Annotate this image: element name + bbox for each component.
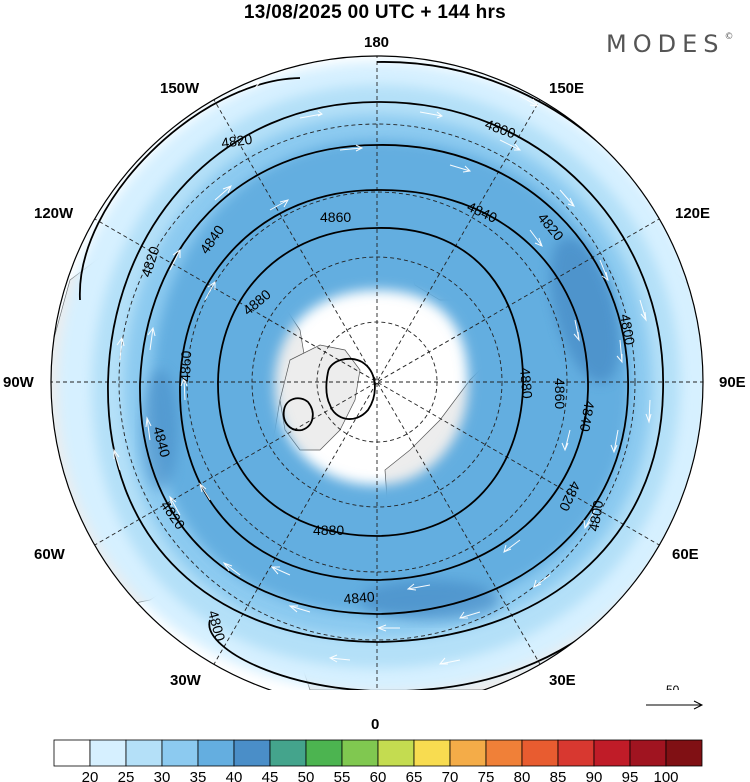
colorbar-box bbox=[629, 739, 667, 767]
polar-map: 4820 4800 4860 4840 4820 4840 4820 4880 … bbox=[50, 55, 704, 690]
lon-label-120w: 120W bbox=[34, 205, 74, 222]
colorbar-label: 95 bbox=[622, 769, 639, 782]
brand-mark: © bbox=[724, 32, 734, 42]
colorbar-box bbox=[161, 739, 199, 767]
colorbar-label: 65 bbox=[406, 769, 423, 782]
land-greenland bbox=[279, 344, 361, 451]
brand-name: MODES bbox=[606, 30, 725, 58]
contour-label: 4840 bbox=[150, 425, 174, 459]
lon-label-60w: 60W bbox=[34, 546, 65, 563]
lon-label-30w: 30W bbox=[170, 672, 201, 689]
colorbar-box bbox=[485, 739, 523, 767]
lon-label-120e: 120E bbox=[675, 205, 711, 222]
contour-label: 4880 bbox=[517, 367, 536, 400]
vector-reference-arrow bbox=[646, 700, 704, 710]
colorbar-label: 50 bbox=[298, 769, 315, 782]
colorbar-label: 80 bbox=[514, 769, 531, 782]
contour-4820 bbox=[107, 101, 664, 643]
colorbar-box bbox=[341, 739, 379, 767]
contour-low-2 bbox=[282, 397, 314, 432]
lon-label-180: 180 bbox=[364, 34, 390, 51]
vector-reference-value: 50 bbox=[666, 683, 680, 690]
lon-label-0: 0 bbox=[371, 716, 380, 733]
contour-4800-w bbox=[79, 77, 301, 301]
contour-label: 4800 bbox=[205, 609, 229, 643]
colorbar-box bbox=[521, 739, 559, 767]
colorbar-box bbox=[233, 739, 271, 767]
colorbar-label: 100 bbox=[653, 769, 678, 782]
colorbar-box bbox=[593, 739, 631, 767]
contour-label: 4840 bbox=[577, 399, 598, 433]
colorbar-box bbox=[89, 739, 127, 767]
lon-label-150w: 150W bbox=[160, 80, 200, 97]
colorbar-label: 75 bbox=[478, 769, 495, 782]
graticule bbox=[51, 56, 703, 690]
colorbar-box bbox=[413, 739, 451, 767]
brand-logo: MODES© bbox=[606, 30, 733, 58]
map-boundary bbox=[50, 55, 704, 690]
colorbar-box bbox=[305, 739, 343, 767]
contour-4880 bbox=[217, 227, 524, 537]
colorbar-box bbox=[53, 739, 91, 767]
lon-label-90w: 90W bbox=[3, 374, 34, 391]
colorbar-label: 70 bbox=[442, 769, 459, 782]
colorbar-box bbox=[377, 739, 415, 767]
contour-4860 bbox=[179, 189, 589, 581]
contour-4840 bbox=[139, 144, 629, 615]
lon-label-30e: 30E bbox=[549, 672, 576, 689]
colorbar-label: 30 bbox=[154, 769, 171, 782]
colorbar-label: 25 bbox=[118, 769, 135, 782]
lon-label-90e: 90E bbox=[719, 374, 746, 391]
colorbar-label: 40 bbox=[226, 769, 243, 782]
contour-label: 4840 bbox=[343, 588, 376, 607]
colorbar-label: 35 bbox=[190, 769, 207, 782]
contour-label: 4820 bbox=[220, 131, 253, 151]
colorbar-box bbox=[557, 739, 595, 767]
wind-vectors bbox=[113, 81, 652, 665]
colorbar-label: 90 bbox=[586, 769, 603, 782]
map-disk: 4820 4800 4860 4840 4820 4840 4820 4880 … bbox=[51, 56, 703, 690]
vector-reference: 50 bbox=[666, 683, 680, 690]
colorbar-label: 85 bbox=[550, 769, 567, 782]
colorbar-labels: 20 25 30 35 40 45 50 55 60 65 70 75 80 85 90 95 100 bbox=[82, 769, 679, 782]
contour-low-1 bbox=[325, 358, 376, 420]
map-title: 13/08/2025 00 UTC + 144 hrs bbox=[243, 2, 507, 23]
lon-label-150e: 150E bbox=[549, 80, 585, 97]
colorbar-legend: 20 25 30 35 40 45 50 55 60 65 70 75 80 85 90 95 100 bbox=[53, 739, 703, 782]
contour-label: 4800 bbox=[585, 499, 606, 533]
contour-label: 4860 bbox=[552, 378, 568, 409]
colorbar-box bbox=[665, 739, 703, 767]
contour-label: 4860 bbox=[320, 209, 351, 225]
colorbar-boxes bbox=[53, 739, 703, 767]
colorbar-box bbox=[269, 739, 307, 767]
contour-label: 4860 bbox=[177, 350, 194, 382]
lon-label-60e: 60E bbox=[672, 546, 699, 563]
colorbar-label: 55 bbox=[334, 769, 351, 782]
colorbar-label: 60 bbox=[370, 769, 387, 782]
colorbar-label: 20 bbox=[82, 769, 99, 782]
colorbar-label: 45 bbox=[262, 769, 279, 782]
colorbar-box bbox=[449, 739, 487, 767]
colorbar-box bbox=[125, 739, 163, 767]
contour-label: 4800 bbox=[617, 313, 638, 347]
contour-label: 4880 bbox=[313, 522, 344, 538]
colorbar-box bbox=[197, 739, 235, 767]
